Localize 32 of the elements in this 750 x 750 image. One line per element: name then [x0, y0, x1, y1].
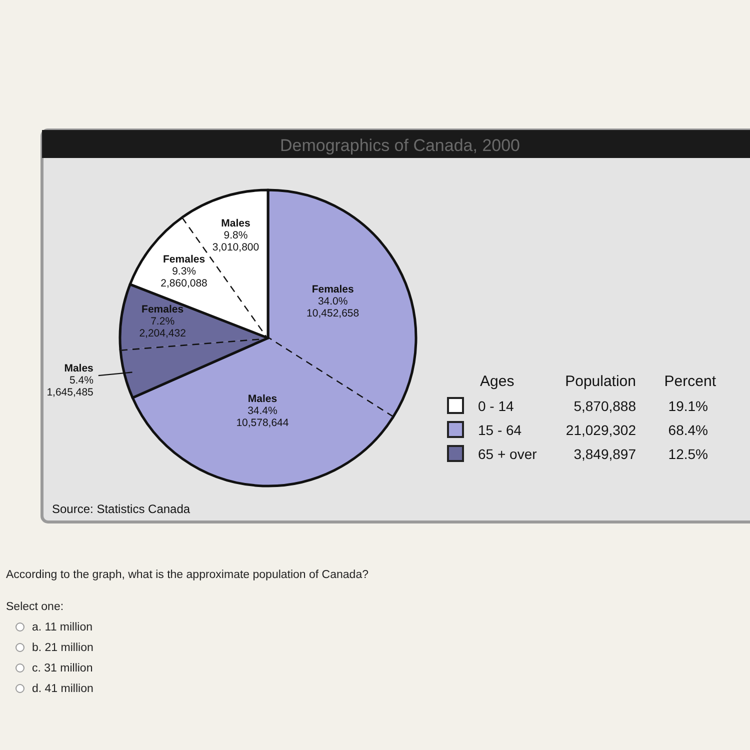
- data-label: 68.4%: [668, 422, 708, 438]
- legend-title: Ages: [480, 373, 514, 390]
- text: a. 11 million: [32, 622, 93, 634]
- data-label: 12.5%: [668, 446, 708, 462]
- data-label: 5,870,888: [574, 398, 636, 414]
- text: d. 41 million: [32, 683, 94, 695]
- slice-label: Females: [312, 283, 354, 296]
- source-note: Source: Statistics Canada: [52, 502, 190, 516]
- text: Percent: [664, 373, 717, 390]
- data-label: 7.2% 2,204,432: [139, 315, 186, 340]
- text: Select one:: [6, 601, 64, 613]
- data-label: 21,029,302: [566, 422, 636, 438]
- data-label: 9.8% 3,010,800: [212, 229, 260, 254]
- slice-label: Females: [163, 253, 206, 266]
- slice-label: Males: [221, 217, 250, 230]
- text: According to the graph, what is the approximate population of Canada?: [6, 569, 368, 581]
- slice-label: Males: [248, 392, 278, 405]
- data-label: 19.1%: [668, 398, 708, 414]
- slice-label: Males: [64, 362, 94, 375]
- text: b. 21 million: [32, 642, 94, 654]
- slice-label: Females: [142, 303, 184, 316]
- category-label: 0 - 14: [478, 398, 514, 414]
- data-label: 34.4% 10,578,644: [236, 404, 289, 429]
- chart-title: Demographics of Canada, 2000: [280, 136, 520, 155]
- category-label: 15 - 64: [478, 422, 522, 438]
- text: Population: [565, 373, 636, 390]
- data-label: 3,849,897: [574, 446, 636, 462]
- category-label: 65 + over: [478, 446, 538, 462]
- data-label: 9.3% 2,860,088: [160, 265, 208, 290]
- data-label: 34.0% 10,452,658: [306, 295, 360, 320]
- text: c. 31 million: [32, 662, 93, 674]
- data-label: 5.4% 1,645,485: [46, 374, 94, 399]
